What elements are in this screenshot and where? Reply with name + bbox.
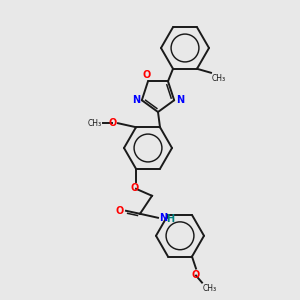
Text: O: O bbox=[131, 183, 139, 193]
Text: O: O bbox=[116, 206, 124, 216]
Text: O: O bbox=[109, 118, 117, 128]
Text: N: N bbox=[132, 95, 140, 105]
Text: N: N bbox=[176, 95, 184, 105]
Text: O: O bbox=[192, 270, 200, 280]
Text: CH₃: CH₃ bbox=[88, 119, 102, 128]
Text: CH₃: CH₃ bbox=[212, 74, 226, 83]
Text: CH₃: CH₃ bbox=[203, 284, 217, 292]
Text: H: H bbox=[166, 214, 174, 224]
Text: O: O bbox=[143, 70, 151, 80]
Text: N: N bbox=[159, 213, 167, 223]
